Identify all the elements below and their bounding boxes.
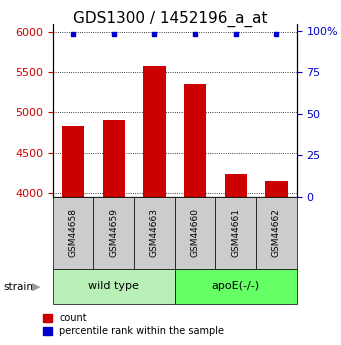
Bar bbox=[256, 197, 297, 269]
Bar bbox=[265, 180, 287, 197]
Bar bbox=[224, 174, 247, 197]
Bar bbox=[53, 269, 175, 304]
Point bbox=[111, 31, 117, 36]
Bar bbox=[62, 126, 84, 197]
Text: apoE(-/-): apoE(-/-) bbox=[212, 282, 260, 291]
Text: wild type: wild type bbox=[88, 282, 139, 291]
Text: GSM44660: GSM44660 bbox=[191, 208, 199, 257]
Point bbox=[192, 31, 198, 36]
Text: GSM44661: GSM44661 bbox=[231, 208, 240, 257]
Point bbox=[152, 31, 157, 36]
Point bbox=[233, 31, 238, 36]
Text: strain: strain bbox=[3, 282, 33, 292]
Text: ▶: ▶ bbox=[32, 282, 40, 292]
Text: GSM44658: GSM44658 bbox=[69, 208, 78, 257]
Bar bbox=[216, 197, 256, 269]
Text: GDS1300 / 1452196_a_at: GDS1300 / 1452196_a_at bbox=[73, 10, 268, 27]
Bar bbox=[134, 197, 175, 269]
Text: GSM44659: GSM44659 bbox=[109, 208, 118, 257]
Bar bbox=[93, 197, 134, 269]
Legend: count, percentile rank within the sample: count, percentile rank within the sample bbox=[39, 309, 228, 340]
Text: GSM44662: GSM44662 bbox=[272, 208, 281, 257]
Point bbox=[71, 31, 76, 36]
Bar bbox=[175, 197, 216, 269]
Bar bbox=[184, 83, 206, 197]
Bar bbox=[103, 120, 125, 197]
Bar bbox=[53, 197, 93, 269]
Bar bbox=[143, 66, 166, 197]
Text: GSM44663: GSM44663 bbox=[150, 208, 159, 257]
Bar bbox=[175, 269, 297, 304]
Point bbox=[273, 31, 279, 36]
